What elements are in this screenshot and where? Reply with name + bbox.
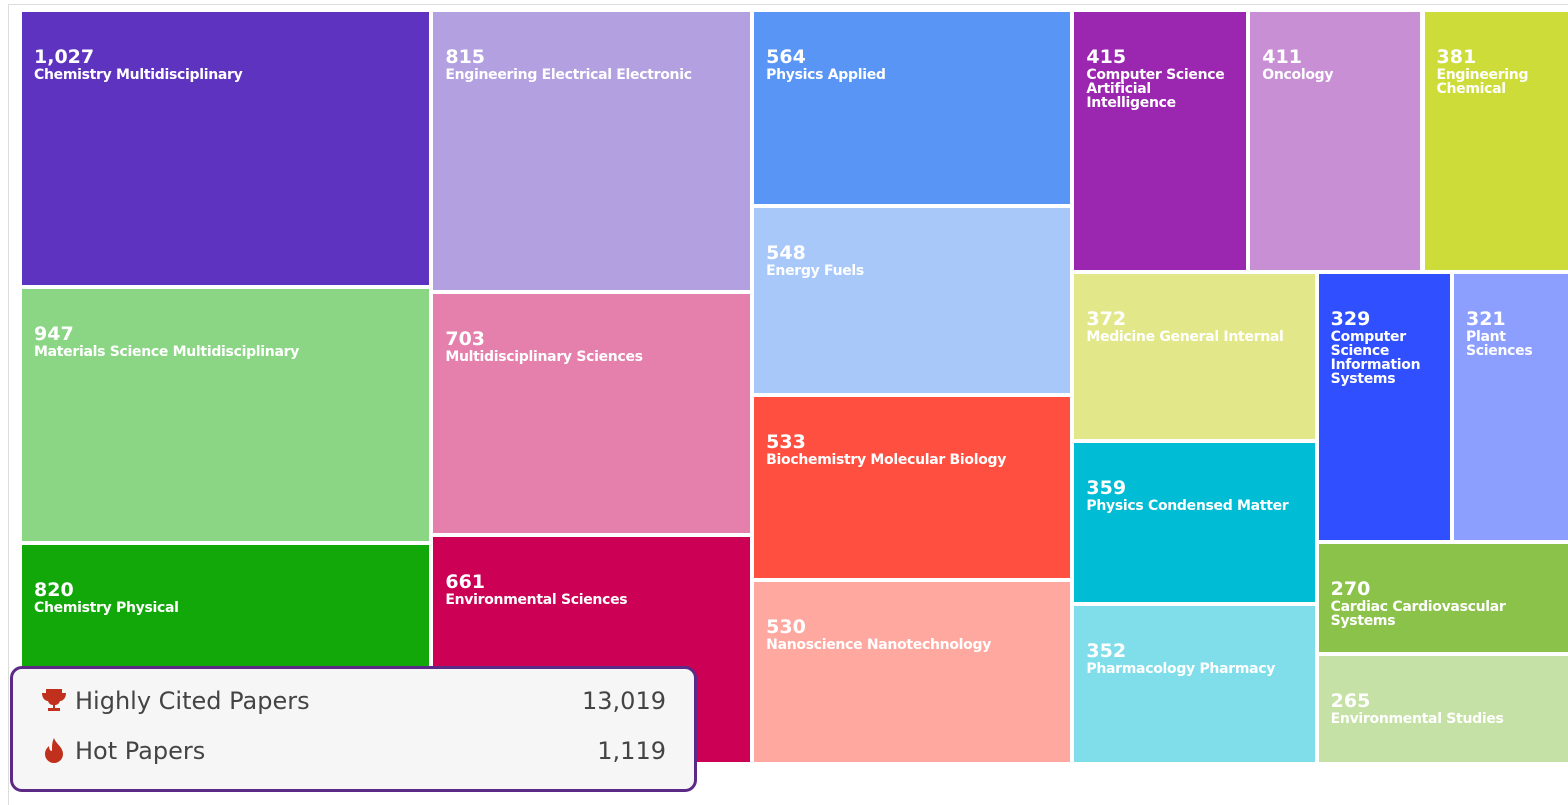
panel-value: 1,119 [597, 737, 666, 765]
cell-label: Energy Fuels [766, 264, 1058, 278]
cell-value: 372 [1086, 308, 1302, 330]
cell-label: Environmental Studies [1331, 712, 1568, 726]
cell-value: 548 [766, 242, 1058, 264]
cell-label: Pharmacology Pharmacy [1086, 662, 1302, 676]
cell-label: Chemistry Physical [34, 601, 417, 615]
trophy-icon [41, 687, 67, 713]
cell-label: Computer Science Information Systems [1331, 330, 1438, 386]
panel-value: 13,019 [582, 687, 666, 715]
panel-row[interactable]: Hot Papers 1,119 [13, 729, 694, 773]
cell-label: Plant Sciences [1466, 330, 1568, 358]
panel-label: Hot Papers [75, 737, 205, 765]
cell-label: Cardiac Cardiovascular Systems [1331, 600, 1568, 628]
cell-value: 703 [445, 328, 738, 350]
cell-value: 533 [766, 431, 1058, 453]
summary-panel: Highly Cited Papers 13,019 Hot Papers 1,… [10, 666, 697, 792]
cell-value: 265 [1331, 690, 1568, 712]
cell-label: Engineering Chemical [1437, 68, 1568, 96]
cell-value: 564 [766, 46, 1058, 68]
cell-label: Computer Science Artificial Intelligence [1086, 68, 1234, 110]
cell-value: 352 [1086, 640, 1302, 662]
cell-value: 381 [1437, 46, 1568, 68]
cell-value: 1,027 [34, 46, 417, 68]
cell-label: Medicine General Internal [1086, 330, 1302, 344]
cell-label: Environmental Sciences [445, 593, 738, 607]
cell-value: 359 [1086, 477, 1302, 499]
cell-label: Materials Science Multidisciplinary [34, 345, 417, 359]
cell-value: 270 [1331, 578, 1568, 600]
cell-label: Nanoscience Nanotechnology [766, 638, 1058, 652]
cell-label: Engineering Electrical Electronic [445, 68, 738, 82]
cell-label: Chemistry Multidisciplinary [34, 68, 417, 82]
cell-value: 530 [766, 616, 1058, 638]
cell-label: Biochemistry Molecular Biology [766, 453, 1058, 467]
cell-value: 321 [1466, 308, 1568, 330]
cell-label: Physics Applied [766, 68, 1058, 82]
panel-label: Highly Cited Papers [75, 687, 310, 715]
cell-value: 411 [1262, 46, 1408, 68]
cell-value: 815 [445, 46, 738, 68]
cell-value: 661 [445, 571, 738, 593]
cell-value: 415 [1086, 46, 1234, 68]
cell-label: Oncology [1262, 68, 1408, 82]
cell-label: Physics Condensed Matter [1086, 499, 1302, 513]
cell-label: Multidisciplinary Sciences [445, 350, 738, 364]
cell-value: 329 [1331, 308, 1438, 330]
panel-row[interactable]: Highly Cited Papers 13,019 [13, 679, 694, 723]
fire-icon [41, 737, 67, 763]
cell-value: 947 [34, 323, 417, 345]
cell-value: 820 [34, 579, 417, 601]
